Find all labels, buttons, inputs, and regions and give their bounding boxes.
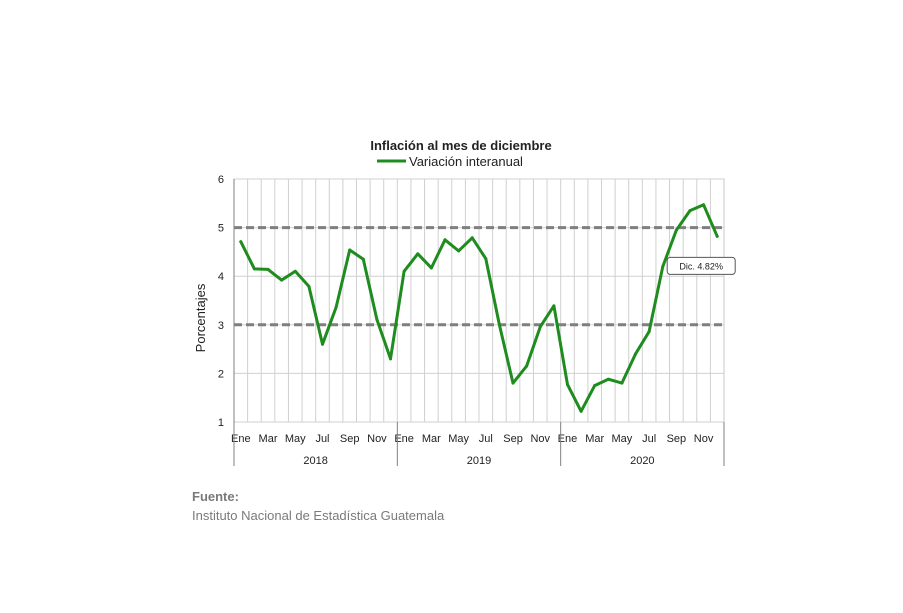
source-label: Fuente:	[192, 489, 239, 504]
y-tick-label: 4	[218, 271, 224, 283]
data-point	[565, 383, 569, 387]
data-point	[389, 357, 393, 361]
data-point	[348, 248, 352, 252]
x-tick-label: Nov	[694, 433, 714, 445]
data-point	[511, 381, 515, 385]
data-point	[634, 352, 638, 356]
y-tick-label: 1	[218, 417, 224, 429]
data-point	[416, 252, 420, 256]
x-tick-label: May	[612, 433, 633, 445]
legend-label: Variación interanual	[409, 154, 523, 169]
x-tick-label: Sep	[503, 433, 523, 445]
legend: Variación interanual	[377, 154, 523, 169]
data-point	[674, 228, 678, 232]
data-point	[457, 249, 461, 253]
callout: Dic. 4.82%	[666, 256, 736, 275]
x-tick-label: Nov	[530, 433, 550, 445]
x-tick-label: May	[448, 433, 469, 445]
data-point	[715, 234, 719, 238]
data-point	[702, 203, 706, 207]
reference-lines	[234, 226, 724, 327]
x-tick-label: May	[285, 433, 306, 445]
y-tick-label: 3	[218, 320, 224, 332]
callout-label: Dic. 4.82%	[679, 261, 723, 271]
x-tick-label: Ene	[231, 433, 251, 445]
data-point	[593, 384, 597, 388]
data-point	[375, 317, 379, 321]
y-tick-label: 6	[218, 174, 224, 186]
data-point	[620, 381, 624, 385]
data-point	[320, 342, 324, 346]
y-tick-label: 2	[218, 368, 224, 380]
x-tick-label: Nov	[367, 433, 387, 445]
data-point	[579, 409, 583, 413]
y-axis-label: Porcentajes	[193, 283, 208, 352]
data-point	[266, 267, 270, 271]
source-text: Instituto Nacional de Estadística Guatem…	[192, 508, 445, 523]
data-point	[307, 284, 311, 288]
x-tick-label: Mar	[585, 433, 604, 445]
y-tick-label: 5	[218, 223, 224, 235]
year-label: 2020	[630, 455, 654, 467]
data-point	[647, 330, 651, 334]
series-line	[239, 203, 719, 413]
axes: 1 2 3 4 5 6 Ene Mar May Jul Sep Nov Ene Mar May Jul Sep N…	[218, 174, 725, 467]
data-point	[661, 264, 665, 268]
data-point	[552, 304, 556, 308]
data-point	[525, 364, 529, 368]
data-point	[470, 236, 474, 240]
data-point	[538, 325, 542, 329]
data-point	[293, 269, 297, 273]
data-point	[361, 257, 365, 261]
source-note: Fuente: Instituto Nacional de Estadístic…	[192, 487, 444, 525]
data-point	[239, 240, 243, 244]
data-point	[443, 238, 447, 242]
year-label: 2019	[467, 455, 491, 467]
x-tick-label: Sep	[667, 433, 687, 445]
data-point	[606, 377, 610, 381]
x-tick-label: Jul	[479, 433, 493, 445]
x-tick-label: Sep	[340, 433, 360, 445]
data-point	[280, 278, 284, 282]
x-tick-label: Jul	[315, 433, 329, 445]
series-layer	[239, 203, 719, 413]
grid	[233, 178, 725, 423]
data-point	[688, 209, 692, 213]
x-tick-label: Ene	[394, 433, 414, 445]
x-tick-label: Mar	[259, 433, 278, 445]
chart-title: Inflación al mes de diciembre	[370, 138, 551, 153]
data-point	[334, 305, 338, 309]
data-point	[252, 267, 256, 271]
year-label: 2018	[303, 455, 327, 467]
x-tick-label: Mar	[422, 433, 441, 445]
data-point	[497, 323, 501, 327]
x-tick-label: Ene	[558, 433, 578, 445]
data-point	[402, 269, 406, 273]
callout-box	[666, 256, 736, 275]
data-point	[484, 257, 488, 261]
data-point	[429, 266, 433, 270]
x-tick-label: Jul	[642, 433, 656, 445]
